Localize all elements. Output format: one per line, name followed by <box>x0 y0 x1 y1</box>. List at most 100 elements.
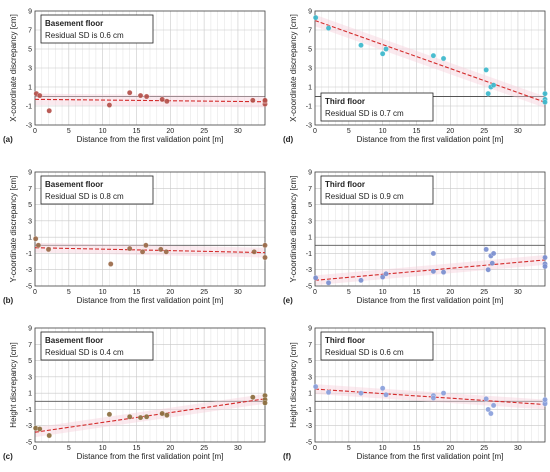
y-tick-label: -3 <box>26 267 32 274</box>
y-tick-label: 3 <box>308 374 312 381</box>
y-tick-label: 1 <box>28 391 32 398</box>
x-tick-label: 20 <box>446 445 454 452</box>
y-axis-label: X-coordinate discrepancy [cm] <box>289 14 298 122</box>
y-tick-label: 1 <box>28 235 32 242</box>
panel-letter: (b) <box>3 296 14 305</box>
x-tick-label: 30 <box>514 128 522 135</box>
data-point <box>36 426 43 432</box>
x-tick-label: 5 <box>67 289 71 296</box>
data-point <box>430 268 437 275</box>
data-point <box>542 99 548 105</box>
y-axis-label: Height discrepancy [cm] <box>9 342 18 427</box>
data-point <box>542 90 548 97</box>
data-point <box>358 390 364 396</box>
x-tick-label: 0 <box>33 289 37 296</box>
data-point <box>250 97 256 104</box>
y-tick-label: 7 <box>28 186 32 193</box>
x-axis-label: Distance from the first validation point… <box>77 135 224 144</box>
annotation-box: Third floor Residual SD is 0.9 cm <box>320 175 434 205</box>
data-point <box>490 82 497 88</box>
x-tick-label: 0 <box>313 445 317 452</box>
data-point <box>312 383 319 390</box>
x-tick-label: 15 <box>133 289 141 296</box>
x-tick-label: 10 <box>379 289 387 296</box>
panel-letter: (f) <box>283 452 291 461</box>
data-point <box>45 246 52 253</box>
y-tick-label: 9 <box>28 326 32 333</box>
data-point <box>488 410 494 417</box>
data-point <box>143 242 149 249</box>
y-tick-label: -3 <box>306 423 312 430</box>
x-tick-label: 20 <box>446 128 454 135</box>
x-tick-label: 20 <box>166 445 174 452</box>
data-point <box>379 51 386 57</box>
y-tick-label: 3 <box>28 218 32 225</box>
y-tick-label: 1 <box>308 391 312 398</box>
y-tick-label: 7 <box>28 28 32 35</box>
data-point <box>312 14 319 21</box>
y-tick-label: -3 <box>306 123 312 130</box>
y-tick-label: -5 <box>26 284 32 291</box>
x-tick-label: 15 <box>413 445 421 452</box>
x-tick-label: 5 <box>67 445 71 452</box>
trend-line <box>34 398 266 433</box>
x-tick-label: 30 <box>514 445 522 452</box>
data-point <box>262 97 268 104</box>
annotation-subtitle: Residual SD is 0.6 cm <box>325 348 404 357</box>
annotation-frame <box>40 331 154 361</box>
x-axis-label: Distance from the first validation point… <box>77 452 224 461</box>
y-axis-label: Height discrepancy [cm] <box>289 342 298 427</box>
data-point <box>490 250 497 257</box>
data-point <box>383 46 389 52</box>
x-tick-label: 0 <box>33 128 37 135</box>
annotation-subtitle: Residual SD is 0.8 cm <box>45 192 124 201</box>
x-tick-label: 5 <box>347 128 351 135</box>
plot-frame <box>34 10 266 126</box>
y-tick-label: -5 <box>306 284 312 291</box>
annotation-subtitle: Residual SD is 0.7 cm <box>325 109 404 118</box>
annotation-title: Basement floor <box>45 180 103 189</box>
x-tick-label: 20 <box>446 289 454 296</box>
x-tick-label: 15 <box>133 128 141 135</box>
annotation-title: Third floor <box>325 97 365 106</box>
trend-line <box>314 259 546 281</box>
x-tick-label: 25 <box>200 445 208 452</box>
y-tick-label: -3 <box>26 123 32 130</box>
y-axis-label: Y-coordinate discrepancy [cm] <box>9 176 18 283</box>
y-tick-label: 5 <box>308 202 312 209</box>
y-tick-label: -3 <box>306 267 312 274</box>
data-point <box>159 96 165 103</box>
y-tick-label: 9 <box>28 9 32 16</box>
data-point <box>383 271 389 277</box>
y-tick-label: -3 <box>26 423 32 430</box>
data-point <box>164 412 170 418</box>
trend-line <box>314 388 546 406</box>
panel-b: -5 -3 -1 1 3 5 7 9 0 5 10 15 20 25 30 Distance from the… <box>3 170 268 305</box>
annotation-title: Third floor <box>325 336 365 345</box>
x-axis-label: Distance from the first validation point… <box>357 296 504 305</box>
plot-frame <box>34 327 266 443</box>
panel-letter: (e) <box>283 296 293 305</box>
annotation-subtitle: Residual SD is 0.4 cm <box>45 348 124 357</box>
data-point <box>32 236 39 242</box>
trend-line <box>34 98 266 103</box>
y-tick-label: 5 <box>308 358 312 365</box>
data-point <box>143 414 150 420</box>
annotation-title: Third floor <box>325 180 365 189</box>
y-tick-label: -1 <box>26 407 32 414</box>
data-point <box>163 249 169 255</box>
x-tick-label: 10 <box>99 445 107 452</box>
panel-f: -5 -3 -1 1 3 5 7 9 0 5 10 15 20 25 30 Distance from the… <box>283 326 548 461</box>
annotation-frame <box>40 14 154 44</box>
y-tick-label: -1 <box>26 104 32 111</box>
data-point <box>430 52 437 59</box>
y-tick-label: 3 <box>28 374 32 381</box>
x-tick-label: 15 <box>413 128 421 135</box>
trend-line <box>34 247 266 254</box>
data-point <box>489 260 495 266</box>
data-point <box>383 392 389 398</box>
x-tick-label: 10 <box>379 445 387 452</box>
data-point <box>106 102 113 108</box>
y-tick-label: 5 <box>28 47 32 54</box>
x-tick-label: 25 <box>200 289 208 296</box>
